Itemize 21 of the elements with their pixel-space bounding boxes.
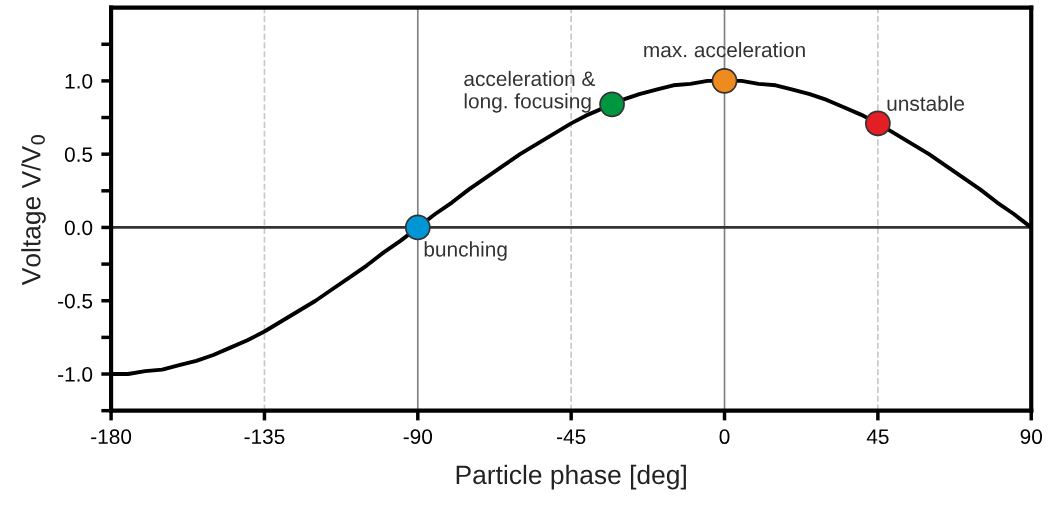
point bbox=[711, 68, 738, 94]
y-tick-label: -1.0 bbox=[58, 367, 93, 382]
x-tick-label: 0 bbox=[719, 429, 730, 445]
x-tick-label: -180 bbox=[91, 429, 132, 445]
point bbox=[865, 110, 891, 137]
y-tick-label: 0.5 bbox=[64, 147, 93, 162]
x-axis-title: Particle phase [deg] bbox=[456, 464, 686, 490]
annotation: bunching bbox=[424, 241, 507, 261]
x-tick-label: 45 bbox=[866, 429, 889, 445]
annotation: unstable bbox=[887, 95, 965, 111]
y-axis-title: Voltage V/V$_{0}$ bbox=[21, 135, 46, 286]
y-tick-label: -0.5 bbox=[58, 293, 93, 309]
y-tick-label: 1.0 bbox=[65, 73, 93, 89]
x-tick-label: -45 bbox=[557, 429, 586, 445]
y-tick-label: 0.0 bbox=[64, 220, 93, 236]
annotation: acceleration & long. focusing bbox=[464, 70, 596, 113]
x-tick-label: -135 bbox=[244, 429, 285, 445]
point bbox=[599, 91, 625, 118]
x-tick-label: 90 bbox=[1020, 429, 1042, 445]
x-tick-label: -90 bbox=[403, 429, 433, 445]
point bbox=[404, 214, 431, 241]
